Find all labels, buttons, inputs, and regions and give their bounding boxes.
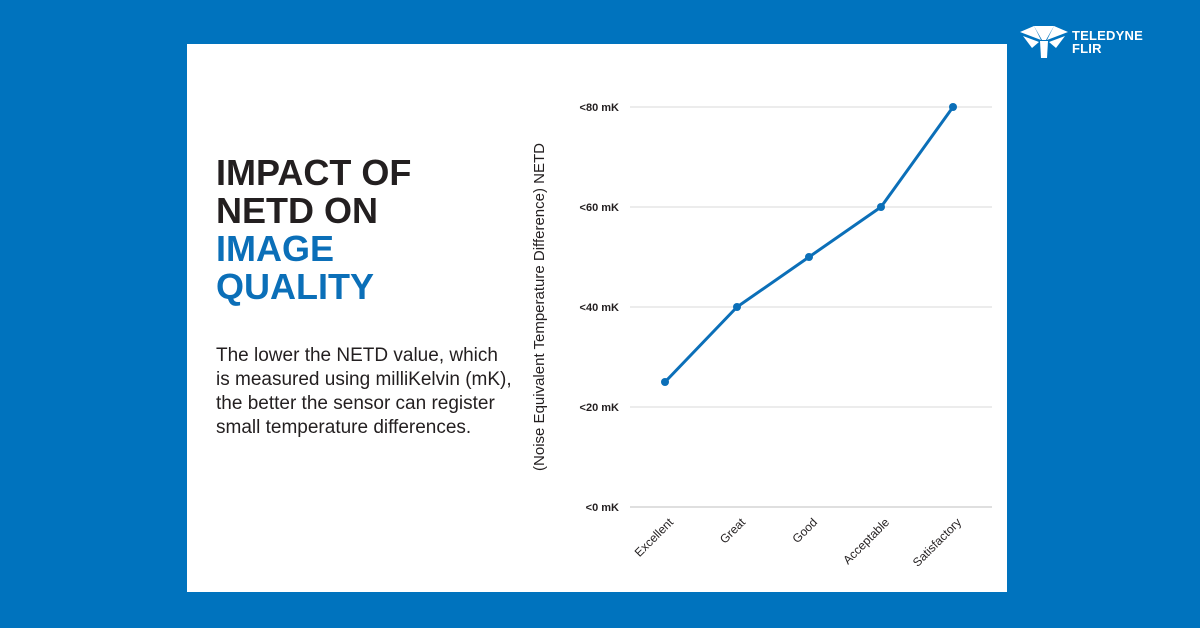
title-line-2: NETD ON — [216, 190, 378, 231]
description-text: The lower the NETD value, which is measu… — [216, 345, 512, 438]
x-tick-label-acceptable: Acceptable — [840, 515, 892, 567]
title-line-4: QUALITY — [216, 266, 374, 307]
data-point-acceptable — [877, 203, 885, 211]
x-tick-label-great: Great — [717, 515, 749, 547]
teledyne-flir-logo-icon — [1020, 26, 1068, 58]
y-tick-label-0: <0 mK — [586, 502, 619, 514]
x-tick-label-good: Good — [789, 515, 820, 546]
data-point-excellent — [661, 378, 669, 386]
data-point-satisfactory — [949, 103, 957, 111]
brand-logo: TELEDYNE FLIR — [1020, 26, 1143, 58]
brand-line-1: TELEDYNE — [1072, 28, 1143, 43]
netd-line-chart: (Noise Equivalent Temperature Difference… — [531, 102, 992, 569]
title-line-3: IMAGE — [216, 228, 335, 269]
data-point-great — [733, 303, 741, 311]
y-axis-title: (Noise Equivalent Temperature Difference… — [531, 143, 548, 471]
x-tick-label-satisfactory: Satisfactory — [910, 515, 964, 569]
data-point-good — [805, 253, 813, 261]
y-tick-label-4: <80 mK — [580, 102, 619, 114]
content-card: IMPACT OF NETD ON IMAGE QUALITY The lowe… — [187, 44, 1007, 592]
x-tick-label-excellent: Excellent — [632, 515, 677, 560]
netd-series-line — [663, 105, 955, 384]
brand-name: TELEDYNE FLIR — [1072, 29, 1143, 55]
y-tick-label-1: <20 mK — [580, 402, 619, 414]
page-title: IMPACT OF NETD ON IMAGE QUALITY — [216, 154, 496, 306]
y-tick-label-3: <60 mK — [580, 202, 619, 214]
title-line-1: IMPACT OF — [216, 152, 412, 193]
y-tick-label-2: <40 mK — [580, 302, 619, 314]
brand-line-2: FLIR — [1072, 41, 1102, 56]
